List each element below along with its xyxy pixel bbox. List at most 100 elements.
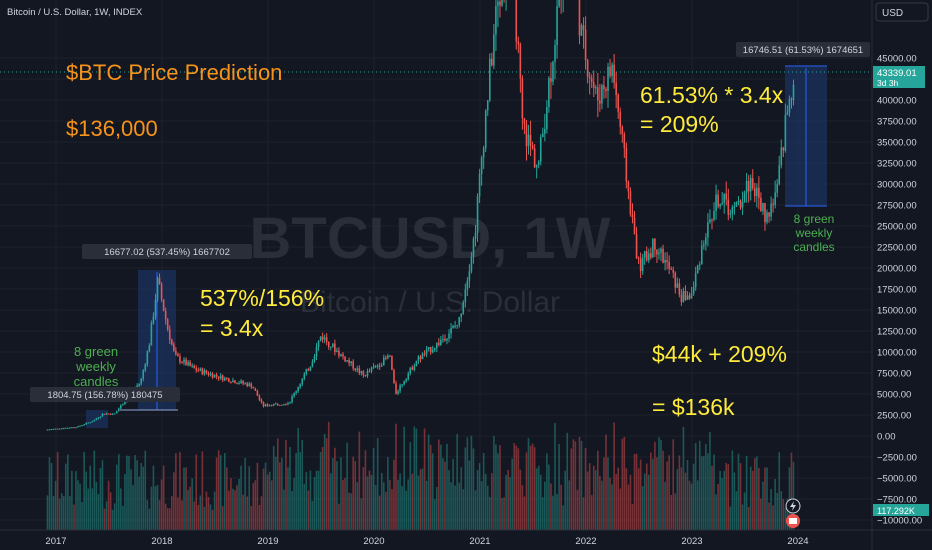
candle-body xyxy=(191,365,193,367)
candle-body xyxy=(234,380,236,384)
candle-body xyxy=(148,345,151,352)
volume-bar xyxy=(729,506,732,530)
candle-body xyxy=(366,370,369,376)
volume-bar xyxy=(423,428,426,530)
currency-button-frame[interactable] xyxy=(875,2,929,22)
candle-body xyxy=(723,193,726,203)
volume-bar xyxy=(101,460,104,530)
currency-button-label[interactable]: USD xyxy=(882,8,903,19)
candle-body xyxy=(120,405,122,409)
volume-bar xyxy=(122,505,124,530)
x-tick-label: 2019 xyxy=(257,536,278,547)
measure-label-2023: 16746.51 (61.53%) 1674651 xyxy=(743,45,863,56)
volume-bar xyxy=(146,499,149,530)
volume-bar xyxy=(81,502,83,530)
candle-body xyxy=(692,287,695,294)
candle-body xyxy=(395,383,397,394)
volume-bar xyxy=(531,443,534,530)
lightning-icon[interactable] xyxy=(785,498,801,514)
volume-bar xyxy=(472,448,475,530)
candle-body xyxy=(588,76,591,79)
candle-body xyxy=(50,429,53,431)
volume-bar xyxy=(221,506,224,530)
candle-body xyxy=(495,5,497,35)
last-price-badge xyxy=(873,66,925,88)
volume-bar xyxy=(721,478,723,530)
candle-body xyxy=(643,251,646,258)
candle-body xyxy=(527,134,530,147)
candle-body xyxy=(230,381,232,383)
candle-body xyxy=(405,379,408,382)
volume-bar xyxy=(607,457,609,530)
green-candles-2017-line-1: 8 green xyxy=(74,344,118,359)
candle-body xyxy=(539,137,542,162)
candle-body xyxy=(658,252,660,255)
volume-bar xyxy=(715,494,717,530)
candle-body xyxy=(170,339,173,345)
candle-body xyxy=(766,212,768,223)
volume-bar xyxy=(334,447,336,530)
volume-bar xyxy=(564,470,567,530)
candle-body xyxy=(621,126,624,134)
volume-bar xyxy=(219,455,222,530)
volume-bar xyxy=(503,497,505,530)
volume-bar xyxy=(745,455,748,530)
volume-bar xyxy=(584,447,587,530)
candle-body xyxy=(584,29,587,60)
volume-bar xyxy=(71,470,73,530)
volume-bar xyxy=(572,439,575,530)
flag-icon[interactable] xyxy=(786,514,800,528)
candle-body xyxy=(168,329,171,340)
candle-body xyxy=(533,148,536,168)
candle-body xyxy=(209,373,212,375)
candle-body xyxy=(175,350,177,355)
watermark-name: Bitcoin / U.S. Dollar xyxy=(300,286,560,319)
y-tick-label: 0.00 xyxy=(877,432,896,443)
volume-bar xyxy=(639,459,642,530)
volume-bar xyxy=(311,500,314,530)
candle-body xyxy=(215,374,218,377)
y-tick-label: 45000.00 xyxy=(877,54,917,65)
volume-bar xyxy=(313,477,316,530)
candle-body xyxy=(73,427,75,429)
volume-bar xyxy=(586,471,589,530)
volume-bar xyxy=(507,469,509,530)
candle-body xyxy=(387,355,389,359)
candle-body xyxy=(733,206,736,208)
volume-bar xyxy=(550,483,552,530)
volume-bar xyxy=(209,504,212,530)
volume-bar xyxy=(713,454,715,530)
volume-bar xyxy=(429,444,432,530)
candle-body xyxy=(619,111,622,127)
volume-bar xyxy=(688,480,691,530)
candle-body xyxy=(745,181,748,193)
volume-bar xyxy=(380,473,383,530)
volume-bar xyxy=(529,445,532,530)
volume-bar xyxy=(364,450,367,530)
volume-bar xyxy=(332,457,334,530)
volume-bar xyxy=(228,490,230,530)
volume-bar xyxy=(144,450,147,530)
volume-bar xyxy=(599,475,601,530)
volume-bar xyxy=(741,504,744,530)
candle-body xyxy=(519,44,522,79)
candle-body xyxy=(332,343,334,347)
volume-bar xyxy=(56,451,59,530)
volume-bar xyxy=(285,439,287,530)
volume-bar xyxy=(433,499,436,530)
volume-bar xyxy=(173,472,175,530)
candle-body xyxy=(700,245,703,265)
currency-button[interactable]: USD xyxy=(875,2,929,22)
volume-bar xyxy=(150,486,153,530)
sum-line-2: = $136k xyxy=(652,394,735,420)
candle-body xyxy=(256,390,259,396)
volume-bar xyxy=(223,453,226,530)
volume-bar xyxy=(470,435,473,530)
volume-bar xyxy=(130,469,132,530)
volume-bar xyxy=(497,453,499,530)
candle-body xyxy=(283,404,285,406)
candle-body xyxy=(664,260,666,263)
candle-body xyxy=(425,349,428,355)
volume-bar xyxy=(287,467,289,530)
volume-bar xyxy=(772,505,774,530)
